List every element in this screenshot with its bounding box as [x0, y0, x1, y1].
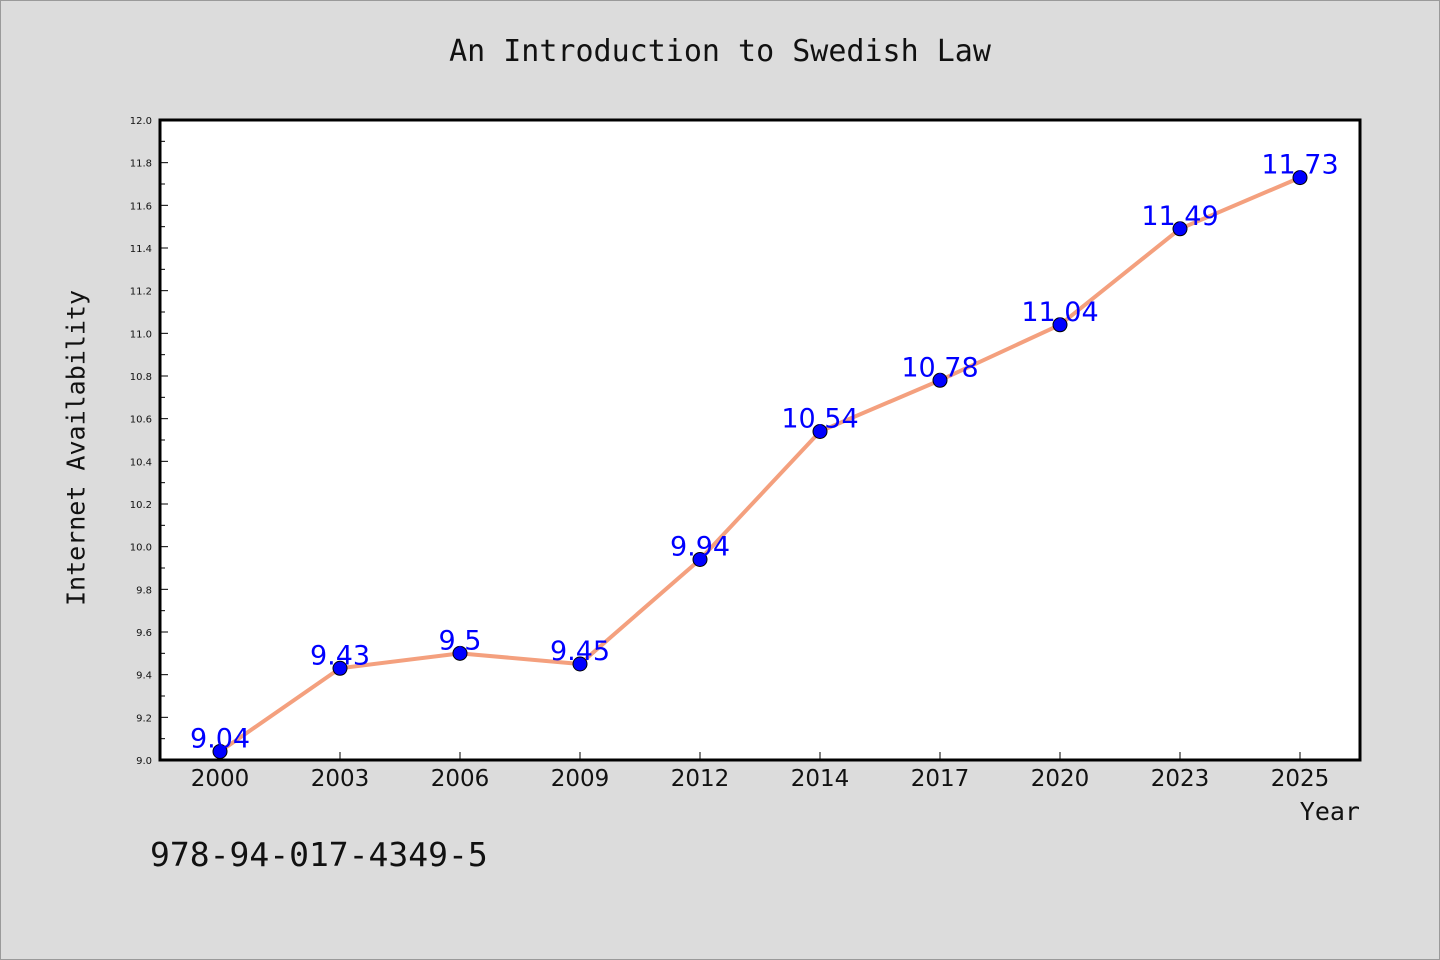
data-point-marker — [812, 423, 828, 439]
x-tick-label: 2025 — [1271, 766, 1330, 792]
x-tick-label: 2003 — [311, 766, 370, 792]
data-label: 10.78 — [901, 352, 978, 383]
x-tick-label: 2006 — [431, 766, 490, 792]
y-tick-label: 11.4 — [130, 244, 152, 255]
data-labels: 9.04 9.43 9.5 9.45 9.94 10.54 10.78 11.04 11.49 1… — [190, 150, 1339, 755]
chart-title: An Introduction to Swedish Law — [449, 34, 991, 69]
plot-area — [158, 118, 1362, 762]
data-markers — [212, 170, 1308, 759]
series-line — [218, 175, 1301, 754]
x-tick-label: 2023 — [1151, 766, 1210, 792]
data-point-marker — [1172, 221, 1188, 237]
y-tick-label: 9.6 — [136, 628, 152, 639]
data-label: 11.04 — [1021, 297, 1098, 328]
data-label: 9.5 — [439, 625, 482, 656]
y-tick-label: 10.8 — [130, 372, 152, 383]
data-label: 9.43 — [310, 640, 370, 671]
x-axis-label: Year — [1299, 797, 1360, 826]
data-point-marker — [1292, 170, 1308, 186]
y-tick-label: 11.2 — [130, 287, 152, 298]
data-label: 11.73 — [1261, 150, 1338, 181]
x-tick-label: 2017 — [911, 766, 970, 792]
data-label: 9.94 — [670, 531, 730, 562]
y-tick-label: 10.6 — [130, 415, 152, 426]
y-tick-label: 12.0 — [130, 116, 152, 127]
y-tick-label: 11.6 — [130, 201, 152, 212]
data-point-marker — [1052, 317, 1068, 333]
x-tick-label: 2000 — [191, 766, 250, 792]
y-tick-label: 9.2 — [136, 713, 152, 724]
isbn-text: 978-94-017-4349-5 — [150, 835, 488, 874]
data-point-marker — [932, 372, 948, 388]
data-label: 11.49 — [1141, 201, 1218, 232]
x-tick-label: 2014 — [791, 766, 850, 792]
y-axis-ticks: 9.0 9.2 9.4 9.6 9.8 10.0 10.2 10.4 10.6 10.8 11.0 1… — [130, 116, 168, 767]
data-point-marker — [692, 551, 708, 567]
x-tick-label: 2009 — [551, 766, 610, 792]
data-point-marker — [452, 645, 468, 661]
y-tick-label: 10.0 — [130, 543, 152, 554]
data-label: 10.54 — [781, 403, 858, 434]
data-point-marker — [572, 656, 588, 672]
y-tick-label: 9.8 — [136, 585, 152, 596]
x-tick-label: 2012 — [671, 766, 730, 792]
y-tick-label: 9.4 — [136, 671, 152, 682]
data-point-marker — [212, 743, 228, 759]
y-tick-label: 11.8 — [130, 159, 152, 170]
y-tick-label: 11.0 — [130, 329, 152, 340]
x-tick-label: 2020 — [1031, 766, 1090, 792]
y-tick-label: 10.4 — [130, 457, 152, 468]
y-tick-label: 9.0 — [136, 756, 152, 767]
data-point-marker — [332, 660, 348, 676]
y-tick-label: 10.2 — [130, 500, 152, 511]
data-label: 9.45 — [550, 636, 610, 667]
x-axis-ticks: 2000 2003 2006 2009 2012 2014 2017 2020 2023 2025 — [191, 752, 1330, 792]
data-label: 9.04 — [190, 723, 250, 754]
